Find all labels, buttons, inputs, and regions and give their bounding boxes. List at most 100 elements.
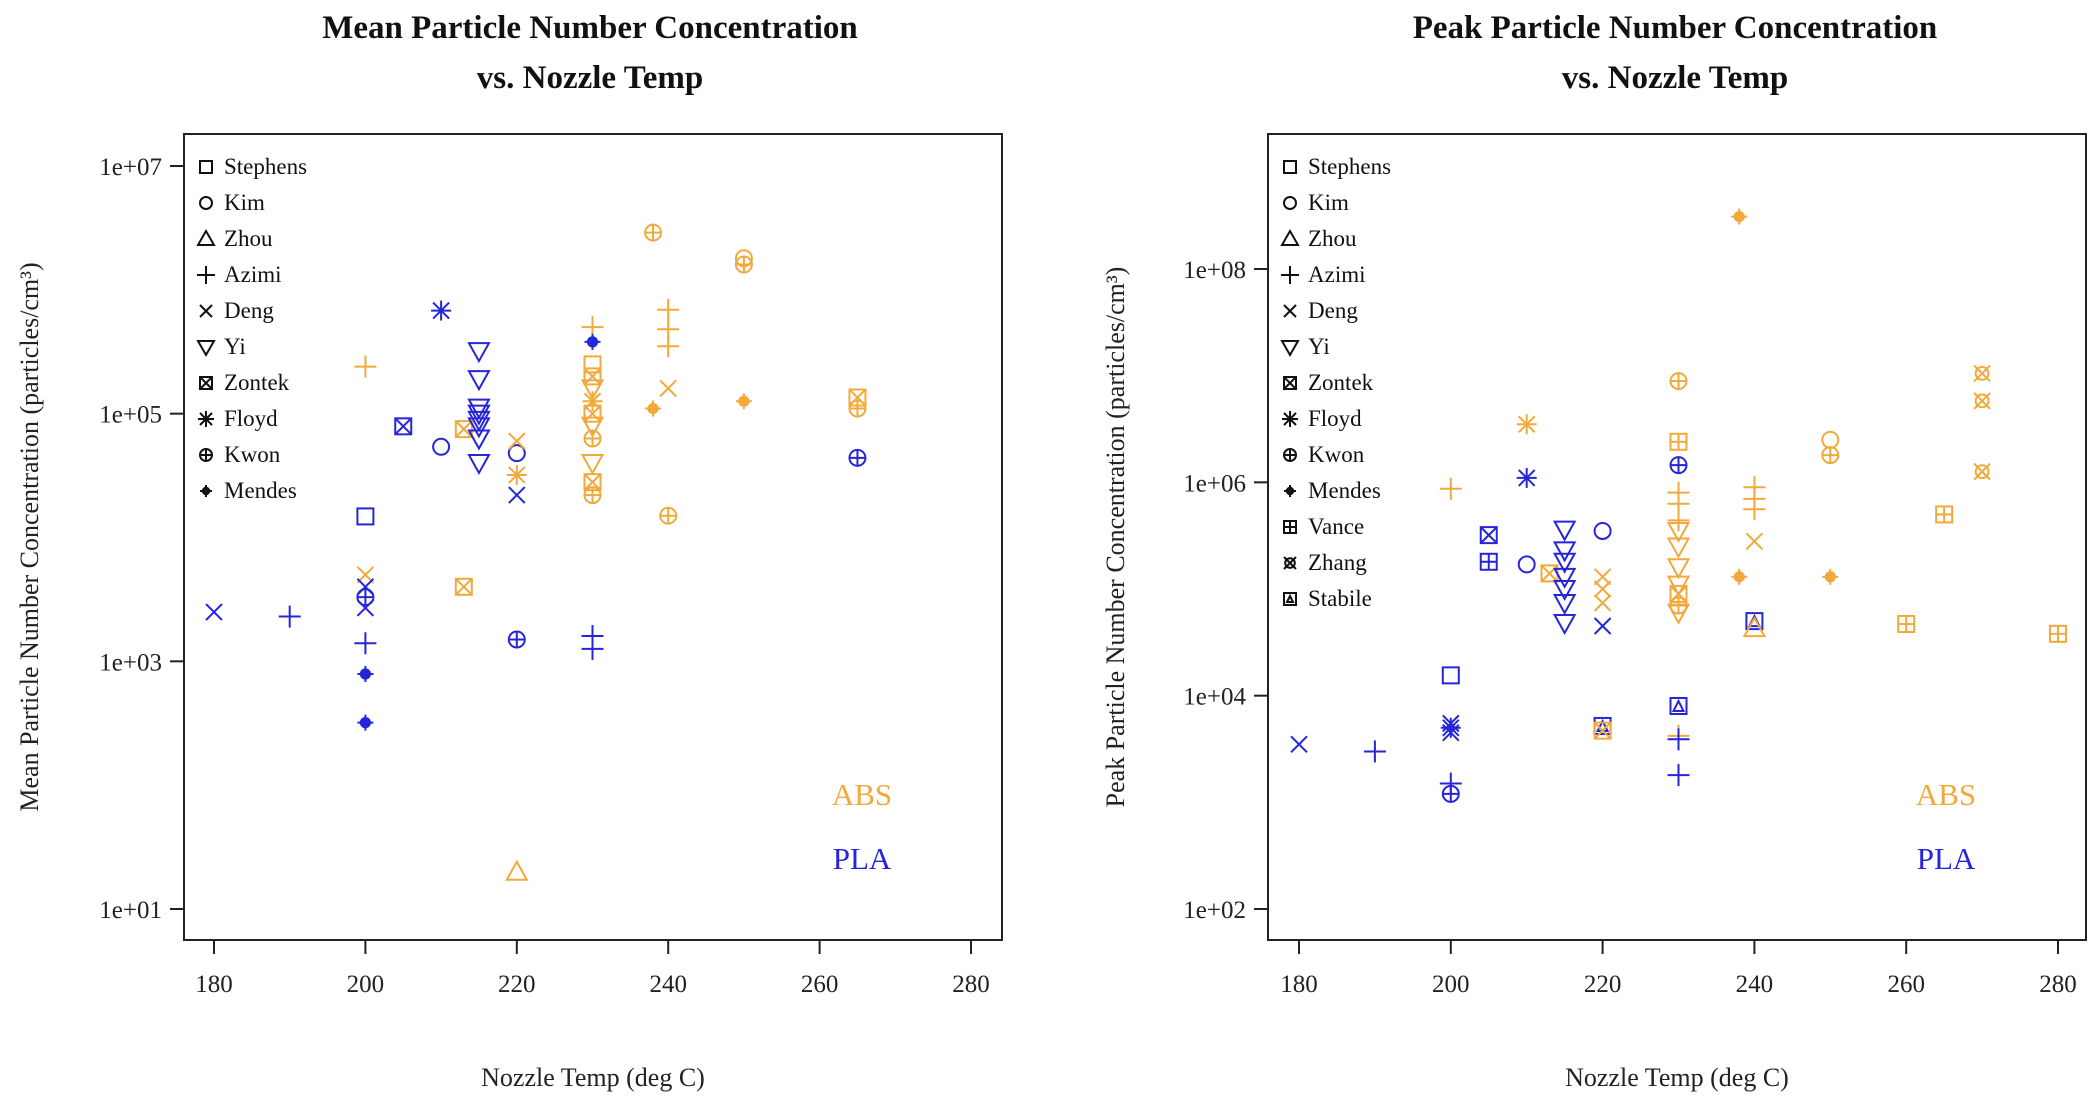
y-tick-label: 1e+08 — [1183, 257, 1246, 284]
x-tick-label: 180 — [195, 971, 233, 998]
data-point-yi-pla — [467, 370, 491, 392]
data-point-mendes-abs — [1731, 568, 1748, 585]
x-tick-label: 240 — [1736, 971, 1774, 998]
legend-label: Azimi — [224, 262, 282, 287]
data-point-mendes-pla — [357, 666, 374, 683]
legend-label: Yi — [224, 334, 246, 359]
data-point-zontek-abs — [454, 577, 473, 596]
data-point-zontek-pla — [1479, 526, 1498, 545]
legend-marker-zontek — [199, 376, 213, 390]
legend-label: Kwon — [1308, 442, 1365, 467]
legend-label: Zhang — [1308, 550, 1367, 575]
data-point-vance-abs — [1935, 505, 1954, 524]
data-point-floyd-pla — [431, 300, 452, 321]
data-point-yi-abs — [1666, 558, 1691, 580]
data-point-azimi-abs — [1439, 477, 1462, 500]
data-point-kwon-abs — [659, 506, 678, 525]
data-point-yi-pla — [1552, 552, 1577, 574]
chart-title: vs. Nozzle Temp — [1562, 60, 1788, 96]
x-tick-label: 200 — [1432, 971, 1470, 998]
x-tick-label: 220 — [498, 971, 536, 998]
data-point-zontek-abs — [1540, 564, 1559, 583]
data-point-yi-pla — [1552, 520, 1577, 542]
data-point-vance-abs — [1669, 432, 1688, 451]
legend-marker-yi — [1280, 340, 1300, 358]
legend-label: Stabile — [1308, 586, 1372, 611]
data-point-stabile-pla — [1669, 697, 1688, 716]
legend-marker-zontek — [1283, 376, 1297, 390]
data-point-floyd-abs — [506, 464, 527, 485]
data-point-mendes-abs — [1731, 208, 1748, 225]
legend-marker-kwon — [199, 448, 213, 462]
data-point-kim-abs — [1821, 430, 1840, 449]
legend-label: Zhou — [1308, 226, 1357, 251]
legend-label: Kwon — [224, 442, 281, 467]
panel-peak: Peak Particle Number Concentration vs. No… — [1101, 10, 2087, 1092]
legend-label: Stephens — [1308, 154, 1391, 179]
data-point-kwon-pla — [1669, 456, 1688, 475]
data-point-kwon-abs — [1669, 372, 1688, 391]
data-point-deng-pla — [356, 599, 375, 617]
y-axis-label: Mean Particle Number Concentration (part… — [15, 262, 44, 811]
data-point-mendes-abs — [735, 393, 752, 410]
data-point-kim-pla — [507, 444, 526, 463]
data-point-azimi-abs — [657, 298, 680, 321]
data-point-kwon-abs — [1821, 446, 1840, 465]
data-point-azimi-pla — [278, 605, 301, 628]
material-label-pla: PLA — [1917, 841, 1976, 876]
x-tick-label: 220 — [1584, 971, 1622, 998]
legend-label: Mendes — [224, 478, 297, 503]
data-point-yi-pla — [467, 410, 491, 432]
data-point-vance-abs — [1897, 614, 1916, 633]
legend-marker-deng — [199, 304, 213, 318]
data-point-yi-pla — [467, 404, 491, 426]
data-point-yi-pla — [1552, 541, 1577, 563]
data-point-zontek-abs — [583, 404, 602, 423]
data-point-yi-abs — [580, 379, 605, 401]
legend-marker-zhou — [196, 228, 216, 246]
data-point-zhang-abs — [1973, 364, 1991, 383]
data-point-yi-pla — [1552, 567, 1577, 589]
data-point-deng-pla — [1593, 617, 1612, 635]
material-label-abs: ABS — [832, 777, 892, 812]
data-point-azimi-abs — [354, 355, 377, 378]
material-label-abs: ABS — [1916, 777, 1976, 812]
legend-label: Deng — [224, 298, 274, 323]
data-point-zontek-pla — [394, 417, 413, 436]
data-point-yi-pla — [1552, 614, 1577, 636]
data-point-yi-abs — [580, 453, 605, 476]
panel-mean: Mean Particle Number Concentration vs. No… — [15, 10, 1003, 1092]
data-point-floyd-abs — [1516, 414, 1537, 435]
chart-title: Peak Particle Number Concentration — [1413, 10, 1938, 46]
y-tick-label: 1e+04 — [1183, 684, 1246, 711]
legend-label: Kim — [224, 190, 265, 215]
legend-label: Mendes — [1308, 478, 1381, 503]
legend-marker-azimi — [1281, 266, 1299, 284]
data-point-yi-pla — [1552, 580, 1577, 602]
data-point-yi-pla — [467, 398, 491, 420]
x-axis-label: Nozzle Temp (deg C) — [481, 1063, 705, 1092]
data-point-yi-abs — [580, 416, 605, 438]
data-point-zhou-abs — [1742, 616, 1767, 638]
data-point-yi-abs — [1666, 521, 1691, 544]
legend-marker-mendes — [1284, 485, 1296, 497]
x-tick-label: 260 — [1887, 971, 1925, 998]
data-point-kwon-abs — [848, 399, 867, 418]
legend-marker-mendes — [200, 485, 212, 497]
data-point-stephens-pla — [1441, 666, 1460, 685]
data-point-azimi-pla — [1363, 740, 1386, 763]
legend-label: Floyd — [1308, 406, 1362, 431]
data-point-kim-pla — [1593, 521, 1612, 540]
y-tick-label: 1e+02 — [1183, 897, 1246, 924]
data-point-zontek-abs — [583, 367, 602, 386]
data-point-deng-abs — [1593, 580, 1612, 598]
x-tick-label: 200 — [347, 971, 385, 998]
data-point-zontek-abs — [454, 420, 473, 439]
legend-marker-deng — [1283, 304, 1297, 318]
data-point-deng-abs — [1593, 568, 1612, 586]
legend-label: Zontek — [224, 370, 290, 395]
legend-marker-azimi — [197, 266, 215, 284]
x-axis-label: Nozzle Temp (deg C) — [1565, 1063, 1789, 1092]
data-point-kwon-pla — [1441, 784, 1460, 803]
